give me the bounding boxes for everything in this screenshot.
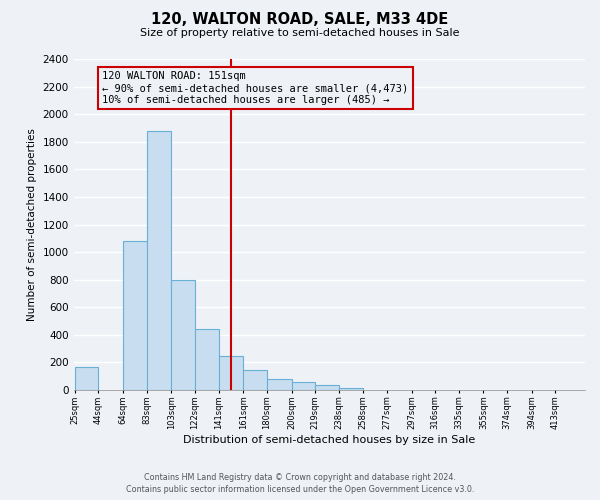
Bar [243,370,267,390]
Y-axis label: Number of semi-detached properties: Number of semi-detached properties [27,128,37,321]
X-axis label: Distribution of semi-detached houses by size in Sale: Distribution of semi-detached houses by … [183,435,475,445]
Text: Size of property relative to semi-detached houses in Sale: Size of property relative to semi-detach… [140,28,460,38]
Bar [75,366,98,390]
Bar [338,388,364,390]
Bar [267,379,292,390]
Text: 120 WALTON ROAD: 151sqm
← 90% of semi-detached houses are smaller (4,473)
10% of: 120 WALTON ROAD: 151sqm ← 90% of semi-de… [102,72,409,104]
Bar [195,330,218,390]
Bar [292,382,315,390]
Bar [172,280,195,390]
Bar [218,356,243,390]
Bar [123,241,147,390]
Text: 120, WALTON ROAD, SALE, M33 4DE: 120, WALTON ROAD, SALE, M33 4DE [151,12,449,28]
Text: Contains HM Land Registry data © Crown copyright and database right 2024.
Contai: Contains HM Land Registry data © Crown c… [126,472,474,494]
Bar [147,130,172,390]
Bar [315,385,338,390]
